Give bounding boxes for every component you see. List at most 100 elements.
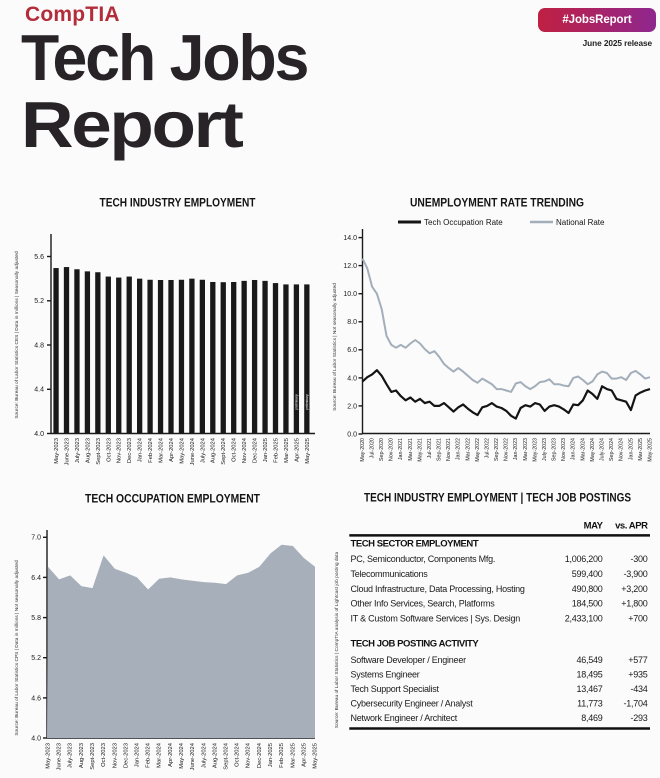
svg-text:preliminary: preliminary — [295, 394, 299, 410]
svg-text:Dec-2023: Dec-2023 — [123, 743, 129, 768]
svg-text:2.0: 2.0 — [347, 403, 357, 410]
svg-text:5.8: 5.8 — [31, 615, 41, 622]
svg-text:14.0: 14.0 — [343, 235, 357, 242]
svg-text:5.6: 5.6 — [34, 254, 44, 261]
svg-text:Sep-2020: Sep-2020 — [379, 438, 385, 461]
svg-text:Oct-2024: Oct-2024 — [235, 742, 241, 767]
svg-text:Nov-2023: Nov-2023 — [561, 438, 567, 461]
svg-text:Nov-2021: Nov-2021 — [446, 438, 452, 461]
svg-text:0.0: 0.0 — [347, 431, 357, 438]
svg-text:4.8: 4.8 — [34, 342, 44, 349]
svg-text:Dec-2024: Dec-2024 — [257, 742, 263, 768]
svg-text:May-2023: May-2023 — [46, 743, 52, 769]
svg-text:6.4: 6.4 — [31, 575, 41, 582]
svg-text:12.0: 12.0 — [343, 263, 357, 270]
svg-text:Aug-2024: Aug-2024 — [211, 437, 217, 463]
svg-text:Cybersecurity Engineer / Analy: Cybersecurity Engineer / Analyst — [351, 699, 474, 709]
svg-text:Jan-2024: Jan-2024 — [135, 742, 141, 767]
svg-text:June-2023: June-2023 — [57, 743, 63, 770]
svg-text:+1,800: +1,800 — [621, 599, 648, 609]
svg-text:5.2: 5.2 — [34, 298, 44, 305]
svg-text:Jan-2022: Jan-2022 — [456, 438, 462, 460]
svg-text:July-2023: July-2023 — [542, 438, 548, 461]
svg-text:Mar-2024: Mar-2024 — [159, 437, 165, 463]
svg-text:13,467: 13,467 — [576, 684, 602, 694]
svg-text:Mar-2024: Mar-2024 — [157, 742, 163, 768]
svg-text:TECH OCCUPATION EMPLOYMENT: TECH OCCUPATION EMPLOYMENT — [85, 494, 260, 506]
svg-text:11,773: 11,773 — [577, 699, 603, 709]
svg-text:July-2024: July-2024 — [200, 437, 206, 463]
svg-text:May-2024: May-2024 — [179, 742, 185, 769]
svg-text:-300: -300 — [630, 554, 647, 564]
svg-text:Jan-2024: Jan-2024 — [138, 437, 144, 462]
svg-text:+3,200: +3,200 — [621, 584, 648, 594]
svg-text:Nov-2024: Nov-2024 — [242, 437, 248, 463]
svg-text:Cloud Infrastructure, Data Pro: Cloud Infrastructure, Data Processing, H… — [351, 584, 525, 594]
svg-text:Jan-2025: Jan-2025 — [628, 438, 634, 460]
svg-text:+700: +700 — [628, 614, 648, 624]
svg-text:Sep-2023: Sep-2023 — [552, 438, 558, 461]
svg-text:599,400: 599,400 — [572, 569, 603, 579]
svg-text:July-2023: July-2023 — [75, 438, 81, 463]
svg-text:TECH INDUSTRY EMPLOYMENT: TECH INDUSTRY EMPLOYMENT — [100, 198, 256, 210]
svg-text:Mar-2023: Mar-2023 — [523, 438, 529, 461]
svg-text:Apr-2025: Apr-2025 — [294, 438, 300, 462]
svg-text:July-2024: July-2024 — [201, 742, 207, 768]
svg-text:Telecommunications: Telecommunications — [351, 569, 429, 579]
svg-text:8,469: 8,469 — [581, 713, 603, 723]
svg-text:TECH SECTOR EMPLOYMENT: TECH SECTOR EMPLOYMENT — [351, 539, 479, 550]
svg-text:Nov-2020: Nov-2020 — [389, 438, 395, 461]
svg-text:Mar-2021: Mar-2021 — [408, 438, 414, 461]
svg-text:TECH JOB POSTING ACTIVITY: TECH JOB POSTING ACTIVITY — [351, 638, 480, 649]
svg-text:Jul-2022: Jul-2022 — [485, 438, 491, 458]
svg-text:2,433,100: 2,433,100 — [565, 614, 603, 624]
svg-text:Sep-2024: Sep-2024 — [609, 438, 615, 461]
svg-text:Oct-2023: Oct-2023 — [101, 743, 107, 767]
svg-text:Network Engineer / Architect: Network Engineer / Architect — [351, 713, 458, 723]
svg-text:Mar-2022: Mar-2022 — [465, 438, 471, 461]
svg-text:July-2023: July-2023 — [68, 743, 74, 768]
svg-text:June-2023: June-2023 — [64, 438, 70, 465]
svg-text:preliminary: preliminary — [305, 394, 309, 410]
svg-text:Mar-2025: Mar-2025 — [290, 743, 296, 768]
svg-text:Jan-2023: Jan-2023 — [513, 438, 519, 460]
svg-text:Nov-2023: Nov-2023 — [112, 743, 118, 768]
svg-text:Sept-2024: Sept-2024 — [224, 742, 230, 770]
svg-text:TECH INDUSTRY EMPLOYMENT | TEC: TECH INDUSTRY EMPLOYMENT | TECH JOB POST… — [364, 493, 631, 505]
svg-text:Nov-2024: Nov-2024 — [246, 742, 252, 768]
svg-text:Aug-2023: Aug-2023 — [85, 438, 91, 463]
svg-text:-1,704: -1,704 — [623, 699, 647, 709]
svg-text:National Rate: National Rate — [556, 218, 605, 227]
svg-text:-293: -293 — [630, 713, 647, 723]
svg-text:Tech Occupation Rate: Tech Occupation Rate — [424, 218, 503, 227]
svg-text:46,549: 46,549 — [576, 655, 602, 665]
svg-text:4.4: 4.4 — [34, 387, 44, 394]
svg-text:6.0: 6.0 — [347, 347, 357, 354]
svg-text:May-2024: May-2024 — [179, 437, 185, 464]
svg-text:Mar-2025: Mar-2025 — [284, 438, 290, 463]
svg-text:vs. APR: vs. APR — [615, 521, 648, 532]
svg-text:Sept-2024: Sept-2024 — [221, 437, 227, 465]
svg-text:Jan-2021: Jan-2021 — [398, 438, 404, 460]
svg-text:10.0: 10.0 — [343, 291, 357, 298]
svg-text:-434: -434 — [630, 684, 647, 694]
svg-text:Feb-2024: Feb-2024 — [146, 742, 152, 768]
svg-text:May-2020: May-2020 — [360, 438, 366, 462]
svg-text:Aug-2023: Aug-2023 — [79, 743, 85, 768]
svg-text:7.0: 7.0 — [31, 535, 41, 542]
svg-text:Jul-2020: Jul-2020 — [370, 438, 376, 458]
svg-text:Mar-2025: Mar-2025 — [638, 438, 644, 461]
svg-text:Dec-2024: Dec-2024 — [253, 437, 259, 463]
svg-text:4.6: 4.6 — [31, 695, 41, 702]
svg-text:May-2025: May-2025 — [313, 743, 319, 769]
svg-text:Oct-2023: Oct-2023 — [106, 438, 112, 462]
svg-text:May-2025: May-2025 — [647, 438, 653, 462]
svg-text:18,495: 18,495 — [576, 670, 602, 680]
svg-text:8.0: 8.0 — [347, 319, 357, 326]
svg-text:4.0: 4.0 — [31, 735, 41, 742]
svg-text:Systems Engineer: Systems Engineer — [351, 670, 420, 680]
svg-text:Feb-2025: Feb-2025 — [279, 743, 285, 768]
svg-text:+935: +935 — [628, 670, 648, 680]
svg-text:Apr-2024: Apr-2024 — [168, 742, 174, 767]
svg-text:May-2025: May-2025 — [305, 438, 311, 464]
